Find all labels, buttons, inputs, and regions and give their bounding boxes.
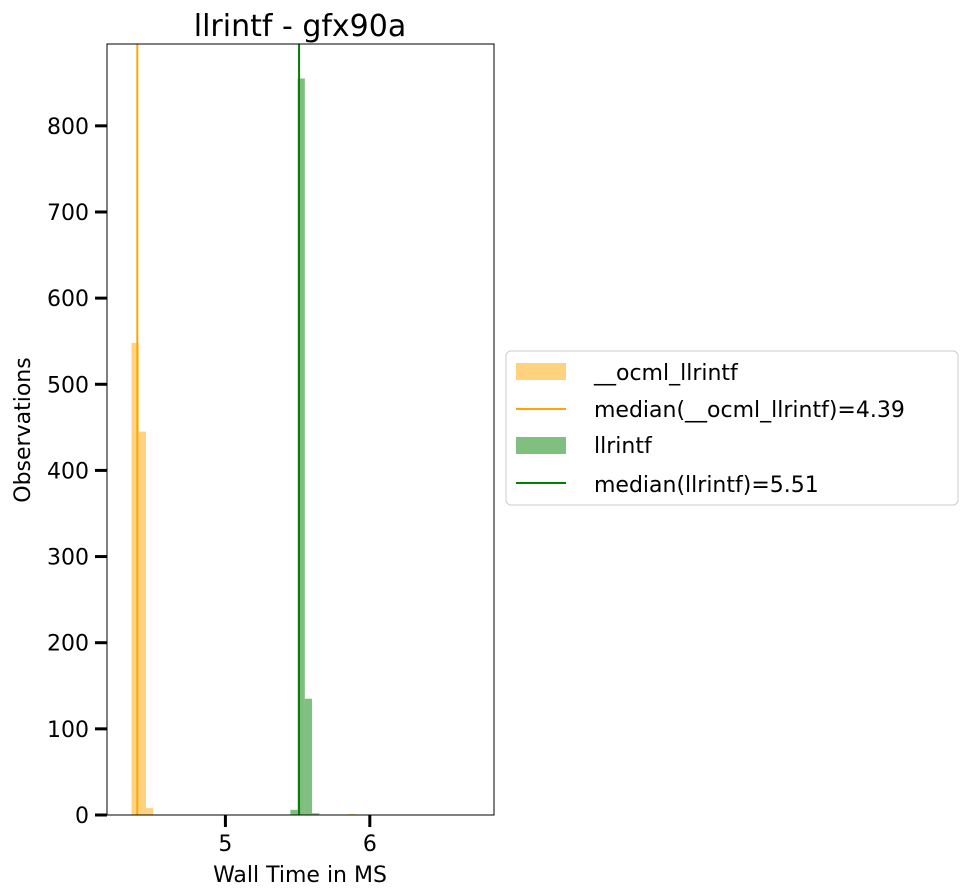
histogram-bar-0-2 bbox=[145, 808, 154, 815]
histogram-bar-2-0 bbox=[290, 809, 298, 815]
legend-label-llrintf-median: median(llrintf)=5.51 bbox=[594, 473, 819, 498]
x-tick-label-1: 6 bbox=[363, 832, 377, 857]
y-tick-label-2: 200 bbox=[47, 632, 89, 657]
histogram-bar-2-3 bbox=[312, 813, 320, 815]
y-tick-label-1: 100 bbox=[47, 718, 89, 743]
median-lines bbox=[136, 44, 301, 815]
legend: __ocml_llrintf median(__ocml_llrintf)=4.… bbox=[505, 350, 959, 506]
legend-box bbox=[505, 350, 959, 506]
y-axis-label: Observations bbox=[11, 357, 36, 502]
x-tick-label-0: 5 bbox=[218, 832, 232, 857]
histogram-bar-2-1 bbox=[297, 78, 305, 815]
y-tick-label-6: 600 bbox=[47, 287, 89, 312]
legend-label-ocml-hist: __ocml_llrintf bbox=[593, 361, 739, 386]
legend-swatch-llrintf-hist bbox=[516, 437, 566, 454]
x-axis-label: Wall Time in MS bbox=[213, 863, 387, 888]
y-tick-label-5: 500 bbox=[47, 373, 89, 398]
legend-swatch-ocml-hist bbox=[516, 363, 566, 380]
y-tick-label-8: 800 bbox=[47, 115, 89, 140]
chart-title: llrintf - gfx90a bbox=[194, 9, 407, 44]
y-tick-label-3: 300 bbox=[47, 546, 89, 571]
legend-label-ocml-median: median(__ocml_llrintf)=4.39 bbox=[594, 398, 905, 423]
histogram-bar-2-2 bbox=[304, 698, 313, 815]
legend-label-llrintf-hist: llrintf bbox=[594, 434, 653, 459]
y-tick-label-4: 400 bbox=[47, 459, 89, 484]
y-tick-label-0: 0 bbox=[75, 804, 89, 829]
histogram-bar-0-1 bbox=[138, 431, 146, 815]
plot-area-frame bbox=[106, 43, 495, 816]
histogram-bars bbox=[131, 78, 356, 815]
y-axis: 0 100 200 300 400 500 600 700 800 bbox=[47, 115, 107, 829]
histogram-bar-0-0 bbox=[131, 342, 139, 815]
y-tick-label-7: 700 bbox=[47, 201, 89, 226]
